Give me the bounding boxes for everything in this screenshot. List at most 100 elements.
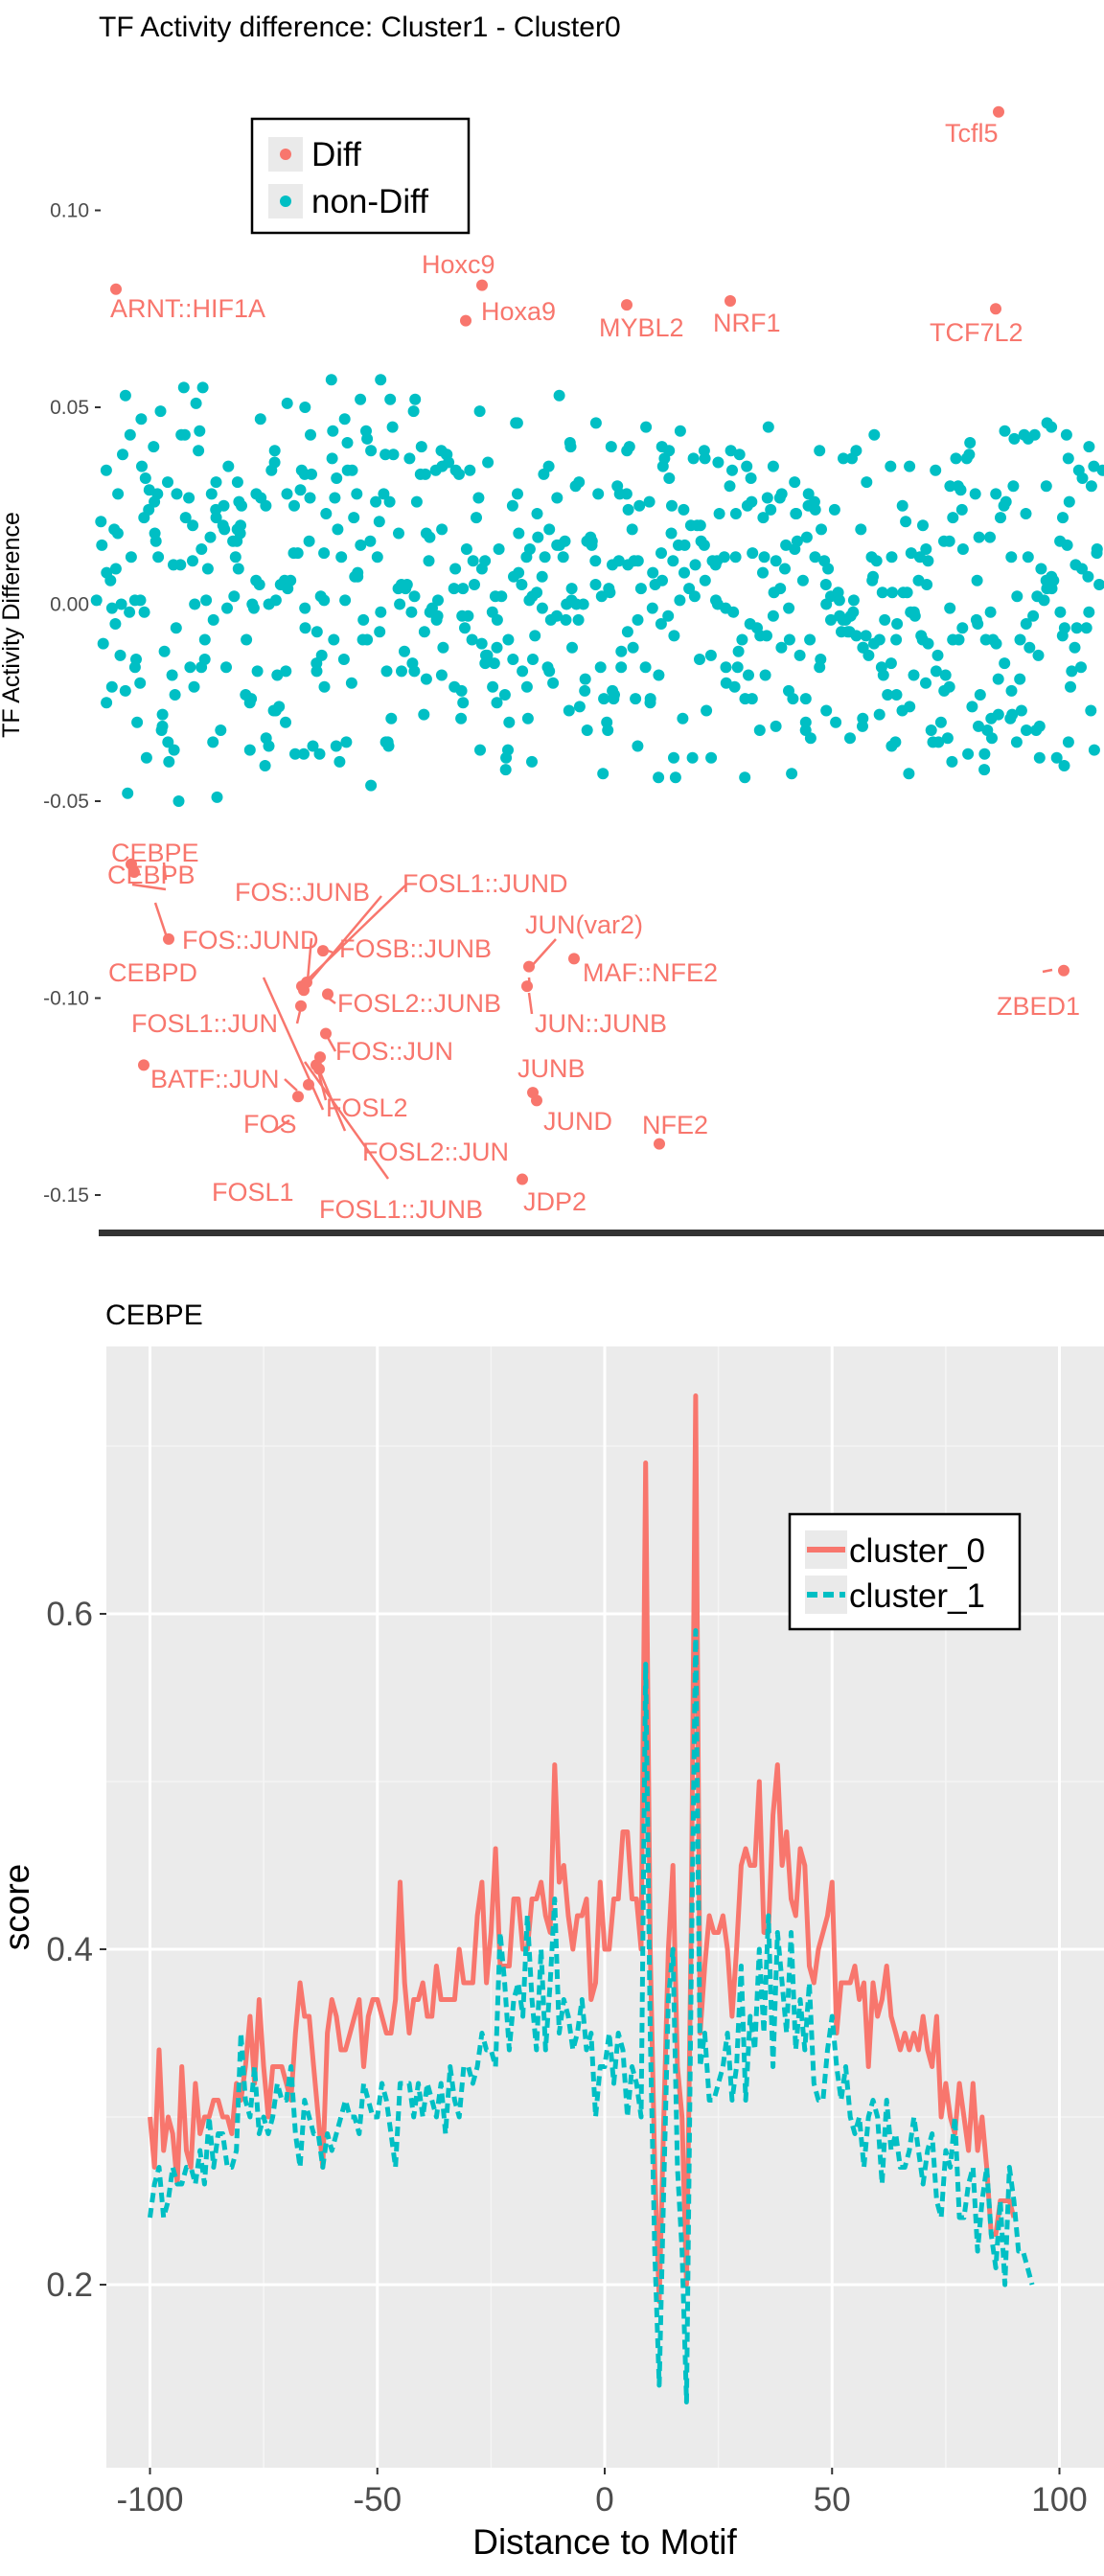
nondiff-point bbox=[904, 701, 916, 713]
nondiff-point bbox=[963, 448, 976, 461]
nondiff-point bbox=[731, 661, 744, 674]
nondiff-point bbox=[328, 633, 340, 646]
nondiff-point bbox=[796, 574, 809, 586]
nondiff-point bbox=[158, 645, 171, 657]
nondiff-point bbox=[299, 602, 311, 614]
nondiff-point bbox=[775, 641, 788, 654]
nondiff-point bbox=[978, 764, 991, 776]
nondiff-point bbox=[119, 684, 131, 697]
nondiff-point bbox=[804, 633, 816, 646]
diff-label: NFE2 bbox=[642, 1111, 708, 1139]
nondiff-point bbox=[724, 445, 737, 457]
nondiff-point bbox=[922, 555, 934, 567]
nondiff-point bbox=[586, 539, 598, 551]
leader-line bbox=[527, 992, 534, 1015]
diff-point bbox=[303, 1078, 314, 1091]
nondiff-point bbox=[1006, 708, 1019, 721]
nondiff-point bbox=[384, 393, 397, 405]
nondiff-point bbox=[357, 613, 370, 626]
nondiff-point bbox=[506, 499, 518, 512]
nondiff-point bbox=[105, 602, 118, 614]
nondiff-point bbox=[647, 566, 659, 579]
nondiff-point bbox=[757, 512, 770, 524]
nondiff-point bbox=[656, 547, 667, 560]
diff-label: FOSL1 bbox=[212, 1178, 294, 1207]
nondiff-point bbox=[847, 594, 860, 607]
nondiff-point bbox=[513, 566, 525, 579]
nondiff-point bbox=[822, 563, 835, 575]
diff-labels: Tcfl5 ARNT::HIF1A Hoxc9 Hoxa9 MYBL2 NRF1… bbox=[107, 119, 1080, 1224]
nondiff-point bbox=[1007, 480, 1020, 493]
nondiff-point bbox=[420, 673, 432, 685]
diff-label: Hoxa9 bbox=[481, 297, 556, 326]
nondiff-point bbox=[966, 701, 978, 713]
nondiff-point bbox=[365, 445, 378, 457]
nondiff-point bbox=[464, 464, 476, 476]
legend-item-nondiff: non-Diff bbox=[268, 183, 428, 220]
nondiff-point bbox=[104, 574, 117, 586]
diff-label: TCF7L2 bbox=[930, 318, 1024, 347]
nondiff-point bbox=[761, 630, 772, 642]
nondiff-point bbox=[403, 452, 416, 465]
nondiff-point bbox=[604, 586, 616, 599]
diff-label: NRF1 bbox=[713, 309, 781, 337]
nondiff-point bbox=[351, 488, 363, 500]
nondiff-point bbox=[193, 445, 205, 457]
nondiff-point bbox=[653, 771, 665, 784]
nondiff-point bbox=[677, 712, 689, 724]
nondiff-point bbox=[694, 654, 705, 665]
nondiff-point bbox=[787, 693, 799, 705]
nondiff-point bbox=[953, 633, 965, 646]
nondiff-point bbox=[943, 535, 955, 547]
nondiff-point bbox=[1085, 704, 1097, 717]
nondiff-point bbox=[686, 751, 699, 764]
nondiff-point bbox=[727, 606, 740, 618]
nondiff-point bbox=[135, 413, 148, 426]
nondiff-point bbox=[280, 716, 291, 728]
nondiff-point bbox=[815, 654, 827, 665]
nondiff-point bbox=[455, 712, 468, 724]
diff-label: FOS::JUND bbox=[182, 926, 319, 954]
nondiff-point bbox=[90, 594, 103, 607]
nondiff-point bbox=[855, 523, 867, 536]
nondiff-point bbox=[1014, 633, 1026, 646]
nondiff-point bbox=[205, 488, 218, 500]
nondiff-point bbox=[222, 460, 235, 472]
nondiff-point bbox=[890, 633, 903, 646]
nondiff-point bbox=[992, 708, 1004, 721]
nondiff-point bbox=[189, 598, 201, 610]
nondiff-point bbox=[536, 602, 548, 614]
nondiff-point bbox=[190, 397, 202, 409]
nondiff-point bbox=[457, 697, 470, 709]
legend-label-cluster1: cluster_1 bbox=[849, 1577, 985, 1615]
nondiff-point bbox=[251, 665, 264, 678]
series-line-cluster_0 bbox=[148, 1393, 1017, 2304]
nondiff-point bbox=[747, 547, 759, 560]
nondiff-point bbox=[228, 590, 241, 603]
nondiff-point bbox=[930, 665, 942, 678]
nondiff-point bbox=[512, 488, 523, 500]
diff-point bbox=[654, 1138, 665, 1150]
nondiff-point bbox=[846, 452, 858, 465]
nondiff-point bbox=[1005, 551, 1018, 564]
diff-point bbox=[460, 314, 472, 327]
nondiff-point bbox=[643, 495, 656, 508]
nondiff-point bbox=[857, 712, 869, 724]
nondiff-point bbox=[828, 503, 840, 516]
diff-point bbox=[128, 865, 140, 878]
nondiff-point bbox=[399, 645, 410, 657]
nondiff-point bbox=[1035, 563, 1047, 575]
line-xlabel: Distance to Motif bbox=[472, 2522, 737, 2562]
nondiff-point bbox=[620, 488, 632, 500]
nondiff-point bbox=[746, 495, 758, 508]
diff-label: CEBPB bbox=[107, 861, 196, 889]
leader-line bbox=[162, 862, 168, 881]
legend-label-nondiff: non-Diff bbox=[311, 183, 428, 220]
nondiff-point bbox=[201, 563, 214, 575]
nondiff-point bbox=[678, 539, 691, 551]
nondiff-point bbox=[791, 535, 803, 547]
nondiff-point bbox=[371, 551, 383, 564]
diff-point bbox=[517, 1173, 528, 1185]
nondiff-point bbox=[1093, 579, 1104, 590]
nondiff-point bbox=[964, 437, 977, 448]
